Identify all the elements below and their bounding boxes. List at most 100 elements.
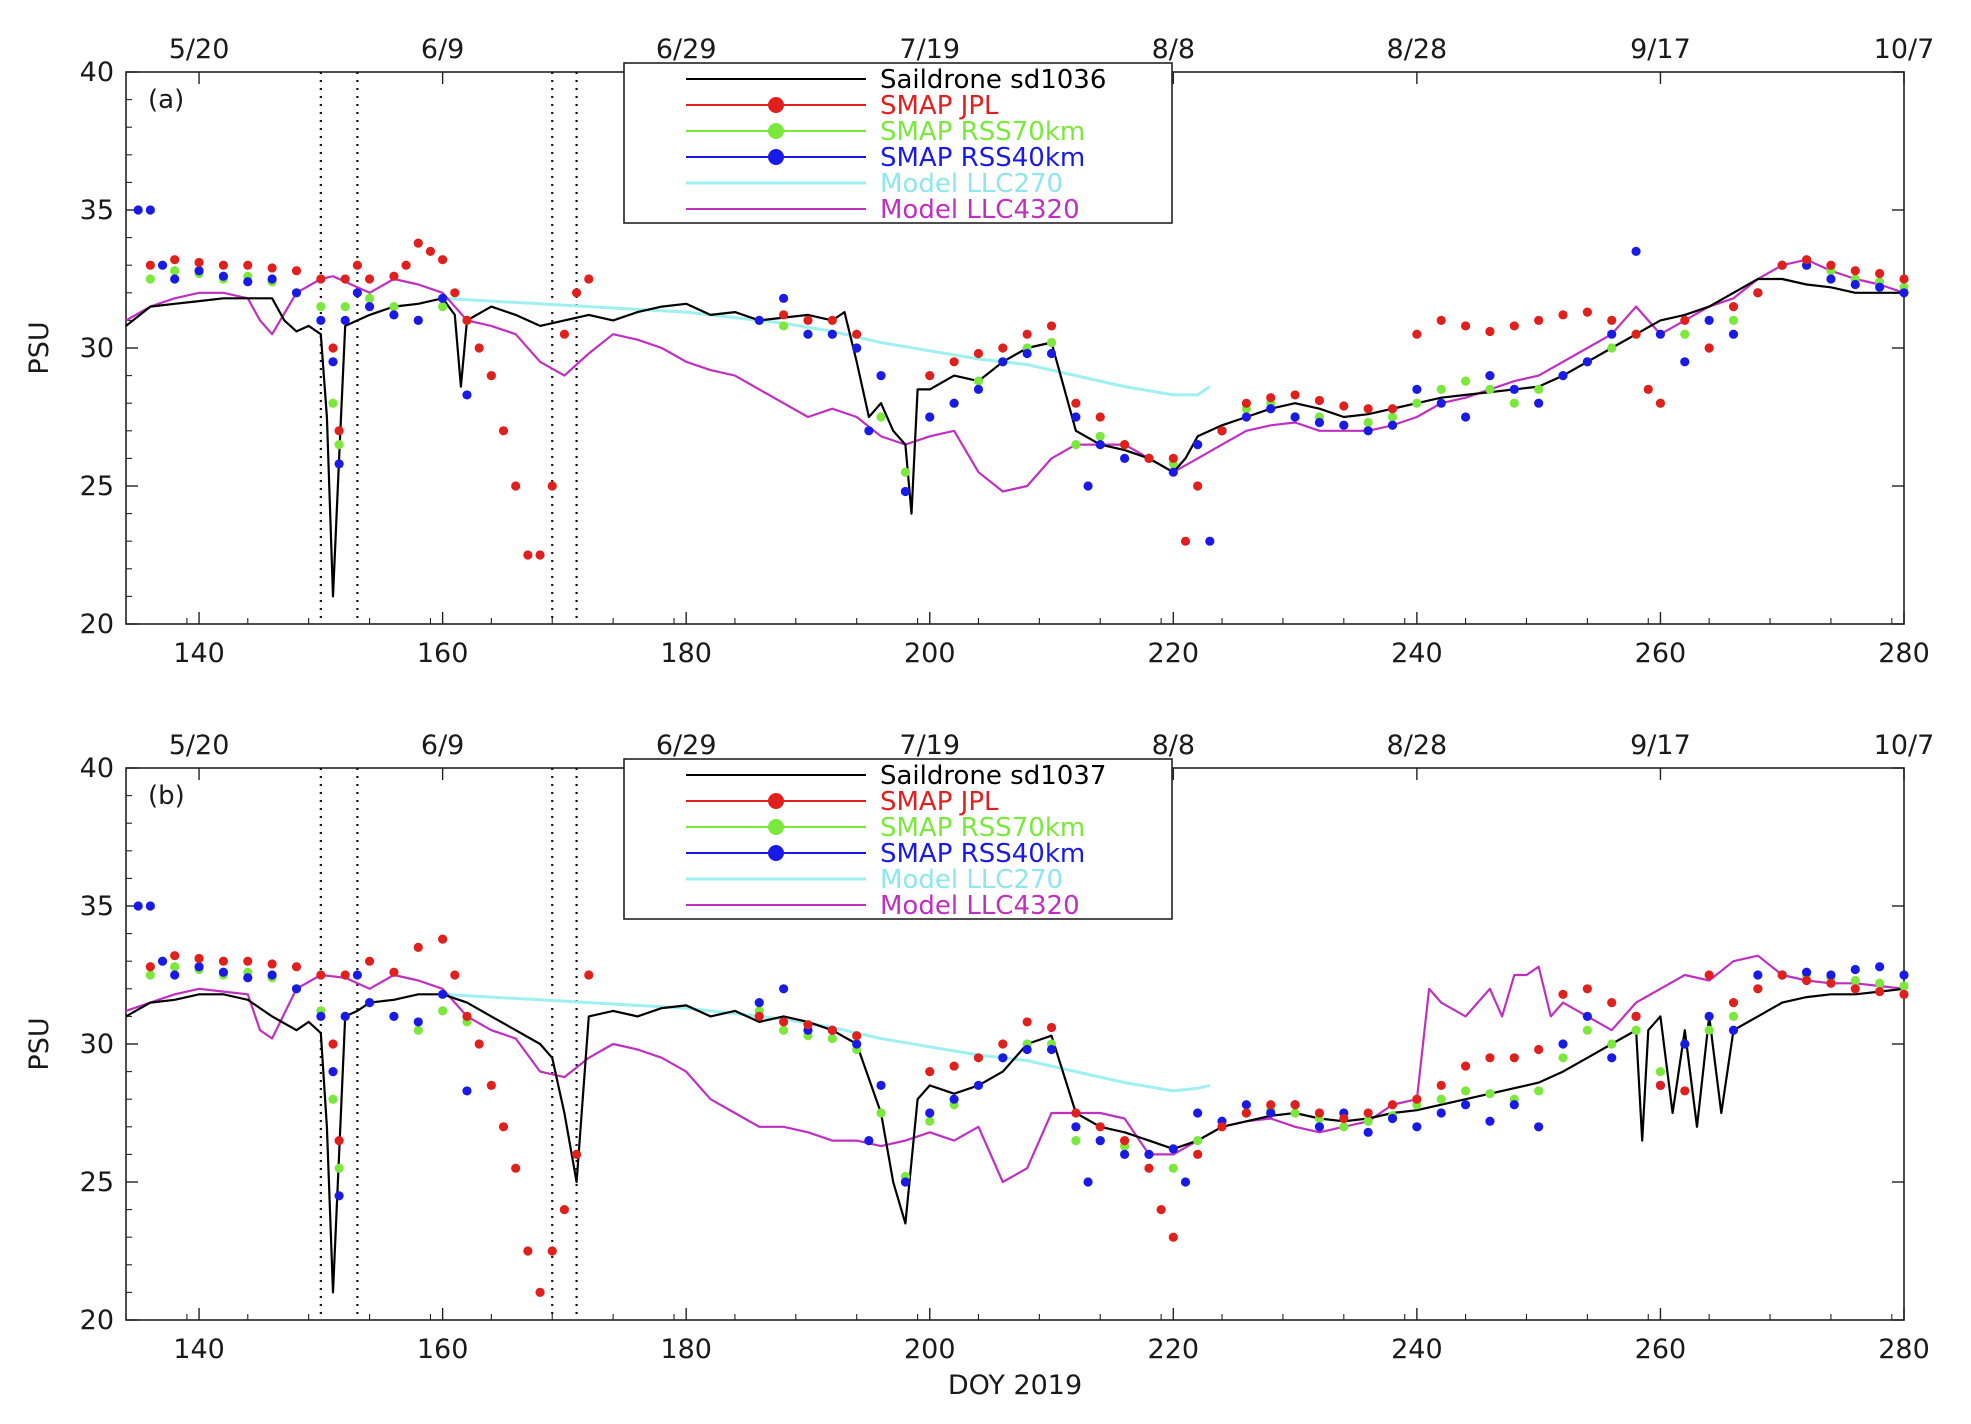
data-point bbox=[1412, 329, 1422, 339]
data-point bbox=[1180, 536, 1191, 546]
data-point bbox=[1509, 321, 1519, 331]
data-point bbox=[1680, 1086, 1690, 1096]
data-point bbox=[291, 962, 302, 972]
data-point bbox=[1168, 1144, 1178, 1154]
data-point bbox=[1777, 970, 1787, 980]
legend-label: Saildrone sd1037 bbox=[880, 761, 1106, 791]
panel-label: (b) bbox=[148, 781, 185, 811]
data-point bbox=[194, 266, 204, 276]
y-tick-label: 35 bbox=[80, 891, 114, 922]
data-point bbox=[1095, 1122, 1105, 1132]
data-point bbox=[535, 1287, 545, 1297]
data-point bbox=[900, 467, 910, 477]
data-point bbox=[1655, 398, 1666, 408]
legend-label: Model LLC270 bbox=[880, 865, 1063, 895]
panel-b: 140 160 180 200 220 240 260 280 5/20 6/9 6/29 7/19 8… bbox=[24, 730, 1934, 1401]
data-point bbox=[364, 956, 375, 966]
data-point bbox=[1120, 1136, 1130, 1146]
data-point bbox=[1558, 1053, 1568, 1063]
data-point bbox=[1485, 1089, 1495, 1099]
data-point bbox=[1168, 1163, 1178, 1173]
legend-label: SMAP RSS40km bbox=[880, 839, 1085, 869]
data-point bbox=[925, 1116, 935, 1126]
data-point bbox=[413, 1025, 423, 1035]
data-point bbox=[486, 371, 496, 381]
series-line bbox=[125, 277, 1904, 598]
data-point bbox=[1290, 1100, 1300, 1110]
data-point bbox=[852, 343, 862, 353]
data-point bbox=[1631, 329, 1641, 339]
data-point bbox=[170, 255, 180, 265]
data-point bbox=[1582, 1025, 1592, 1035]
data-point bbox=[1728, 329, 1739, 339]
data-point bbox=[1412, 1094, 1422, 1104]
data-point bbox=[1095, 412, 1105, 422]
data-point bbox=[1875, 268, 1885, 279]
data-point bbox=[1120, 1149, 1130, 1159]
data-point bbox=[1534, 384, 1544, 394]
data-point bbox=[547, 481, 557, 491]
data-point bbox=[754, 1011, 764, 1022]
y-tick-label: 25 bbox=[80, 471, 114, 502]
data-point bbox=[1875, 986, 1885, 997]
data-point bbox=[1460, 1086, 1471, 1096]
data-point bbox=[1387, 404, 1398, 414]
data-point bbox=[779, 293, 789, 303]
data-point bbox=[1071, 1122, 1081, 1132]
data-point bbox=[364, 274, 375, 284]
data-point bbox=[1266, 1108, 1276, 1118]
data-point bbox=[1363, 1127, 1373, 1137]
data-point bbox=[876, 412, 886, 422]
series-line bbox=[125, 987, 1905, 1294]
data-point bbox=[1363, 404, 1373, 414]
data-point bbox=[1582, 1011, 1592, 1022]
data-point bbox=[1363, 1116, 1373, 1126]
data-point bbox=[1753, 984, 1763, 994]
data-point bbox=[1436, 1108, 1446, 1118]
data-point bbox=[316, 302, 326, 312]
data-point bbox=[413, 315, 423, 325]
data-point bbox=[1071, 412, 1081, 422]
data-point bbox=[876, 371, 886, 381]
top-date-label: 8/28 bbox=[1387, 34, 1448, 65]
y-tick-label: 30 bbox=[80, 1029, 114, 1060]
data-point bbox=[1460, 321, 1471, 331]
data-point bbox=[267, 970, 277, 980]
data-point bbox=[1558, 1039, 1568, 1049]
data-point bbox=[170, 962, 180, 972]
data-point bbox=[827, 1033, 837, 1044]
data-point bbox=[328, 343, 338, 353]
data-point bbox=[1631, 1025, 1641, 1035]
data-point bbox=[291, 288, 302, 298]
data-point bbox=[438, 302, 448, 312]
legend-label: Model LLC4320 bbox=[880, 195, 1080, 225]
x-tick-label: 220 bbox=[1148, 1334, 1200, 1365]
data-point bbox=[334, 1163, 344, 1173]
data-point bbox=[559, 1205, 570, 1215]
data-point bbox=[779, 984, 789, 994]
data-point bbox=[571, 288, 582, 298]
legend-swatch-dot bbox=[768, 149, 784, 165]
data-point bbox=[1363, 426, 1373, 436]
data-point bbox=[998, 343, 1008, 353]
data-point bbox=[1217, 426, 1227, 436]
data-point bbox=[949, 1061, 959, 1071]
top-date-label: 10/7 bbox=[1874, 34, 1935, 65]
data-point bbox=[1363, 1108, 1373, 1118]
data-point bbox=[1071, 440, 1081, 450]
data-point bbox=[157, 956, 168, 966]
x-tick-label: 140 bbox=[173, 1334, 225, 1365]
x-tick-label: 200 bbox=[904, 638, 956, 669]
data-point bbox=[438, 989, 448, 999]
data-point bbox=[779, 321, 789, 331]
data-point bbox=[328, 1094, 338, 1104]
y-tick-label: 20 bbox=[80, 609, 114, 640]
data-point bbox=[1899, 989, 1909, 999]
data-point bbox=[1728, 302, 1739, 312]
data-point bbox=[243, 973, 253, 983]
data-point bbox=[145, 970, 155, 980]
data-point bbox=[1850, 266, 1860, 276]
data-point bbox=[1339, 401, 1349, 411]
data-point bbox=[1436, 1094, 1446, 1104]
